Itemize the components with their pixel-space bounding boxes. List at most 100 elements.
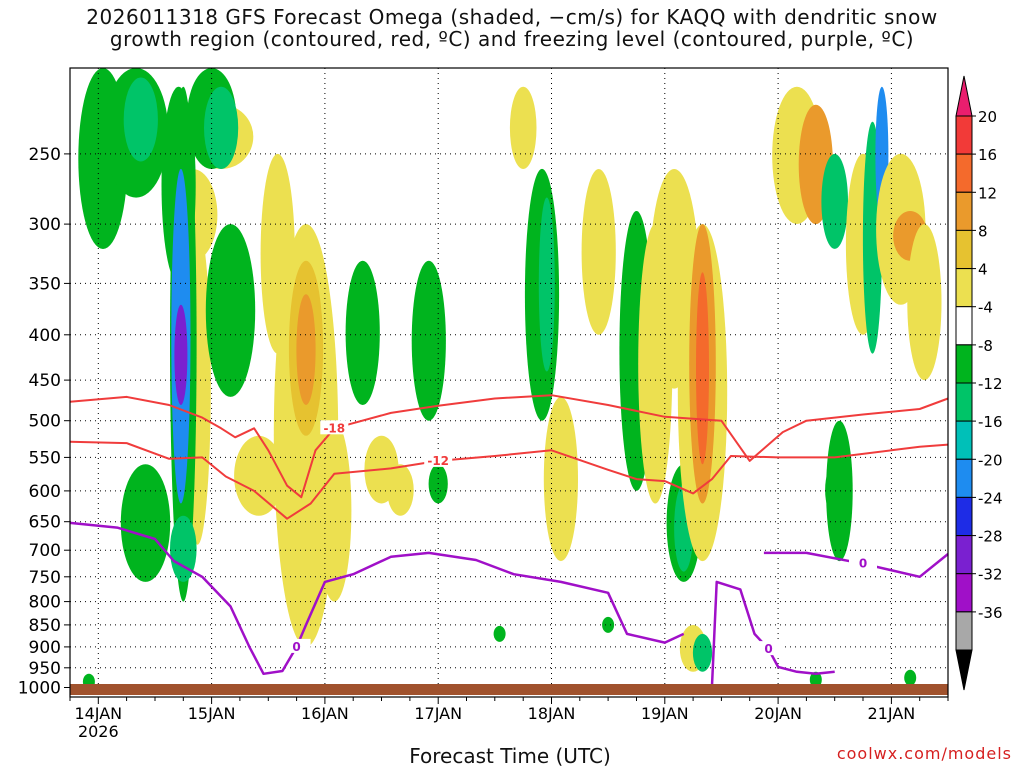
y-tick-label: 1000 [18,679,61,699]
chart-title: 2026011318 GFS Forecast Omega (shaded, −… [0,6,1024,50]
colorbar-box [955,153,973,193]
colorbar: 20 16 12 8 4 -4 -8 -12 -16 -20 -24 -28 -32 -36 [955,75,1003,691]
omega-shade-blob [387,464,414,516]
omega-shade-blob [602,616,615,633]
omega-shade-blob [821,153,848,249]
colorbar-bottom-arrow [955,649,973,691]
dgz-contour [69,394,949,499]
y-tick-label: 400 [29,326,61,346]
omega-shade-blob [696,272,709,465]
chart-title-line2: growth region (contoured, red, ºC) and f… [109,27,915,51]
x-year-label: 2026 [78,722,119,741]
colorbar-box [955,344,973,384]
chart-title-line1: 2026011318 GFS Forecast Omega (shaded, −… [86,5,938,29]
y-tick-label: 850 [29,616,61,636]
dgz-contour-label: -12 [427,454,449,468]
colorbar-box [955,420,973,460]
freezing-level-contour-label-bg [282,638,311,653]
colorbar-label: -8 [978,337,993,355]
omega-shade-blob [581,169,616,335]
freezing-level-contour-label: 0 [764,642,772,656]
colorbar-label: 4 [978,261,988,279]
colorbar-label: 12 [978,184,997,202]
omega-shade-blob [809,671,822,688]
colorbar-box [955,268,973,308]
y-tick-label: 600 [29,482,61,502]
omega-shade-blob [538,197,555,372]
omega-shade-blob [692,633,713,672]
omega-shade-blob [317,420,352,602]
y-tick-label: 250 [29,145,61,165]
x-tick-label: 18JAN [528,704,576,723]
colorbar-label: -20 [978,451,1003,469]
omega-shade-blob [345,260,380,405]
colorbar-label: -4 [978,299,993,317]
colorbar-label: -32 [978,566,1003,584]
omega-shade-blob [296,294,316,405]
omega-shade-blob [170,515,197,582]
dgz-contour [69,440,949,520]
x-tick-label: 21JAN [868,704,916,723]
y-tick-label: 550 [29,448,61,468]
y-tick-label: 350 [29,274,61,294]
x-tick-label: 17JAN [414,704,462,723]
contour-layer: -18 -12 0 0 0 [69,394,949,686]
colorbar-box [955,611,973,651]
y-tick-label: 700 [29,541,61,561]
colorbar-box [955,306,973,346]
colorbar-box [955,458,973,498]
omega-shade-blob [509,86,537,169]
freezing-level-contour-label-bg [754,641,783,656]
colorbar-box [955,535,973,575]
source-credit: coolwx.com/models [836,744,1012,763]
colorbar-label: -16 [978,413,1003,431]
omega-shade-blob [543,396,579,562]
colorbar-box [955,191,973,231]
x-axis-label: Forecast Time (UTC) [409,744,611,768]
x-tick-label: 14JAN [74,704,122,723]
colorbar-label: -24 [978,489,1003,507]
omega-shade-blob [825,464,845,516]
x-tick-label: 16JAN [301,704,349,723]
dgz-contour-label-bg [424,452,453,467]
dgz-contour-label-bg [320,420,349,435]
omega-shade-blob [120,464,171,582]
omega-shading-layer [78,68,942,690]
y-tick-label: 800 [29,593,61,613]
colorbar-box [955,496,973,536]
colorbar-box [955,382,973,422]
terrain-strip [70,684,948,695]
y-tick-label: 650 [29,513,61,533]
x-tick-label: 15JAN [188,704,236,723]
omega-shade-blob [123,77,158,162]
dgz-contour-label: -18 [323,421,345,435]
y-tick-label: 750 [29,568,61,588]
colorbar-label: 8 [978,222,988,240]
axes-layer: 2503003504004505005506006507007508008509… [18,145,949,741]
colorbar-label: -12 [978,375,1003,393]
freezing-level-contour-label: 0 [859,557,867,571]
omega-shade-blob [411,260,446,421]
colorbar-box [955,229,973,269]
y-tick-label: 900 [29,638,61,658]
colorbar-box [955,115,973,155]
colorbar-label: 16 [978,146,997,164]
colorbar-box [955,573,973,613]
colorbar-label: -28 [978,528,1003,546]
colorbar-top-arrow [955,75,973,117]
omega-shade-blob [204,86,239,169]
colorbar-label: -36 [978,604,1003,622]
freezing-level-contour [69,521,685,676]
freezing-level-contour-label-bg [849,555,877,570]
omega-shade-blob [493,625,506,642]
omega-shade-blob [174,304,188,405]
omega-shade-blob [904,669,917,686]
omega-shade-blob [907,224,942,381]
y-tick-label: 950 [29,659,61,679]
plot-frame [69,67,949,698]
colorbar-label: 20 [978,108,997,126]
y-tick-label: 500 [29,412,61,432]
x-tick-label: 20JAN [754,704,802,723]
y-tick-label: 450 [29,371,61,391]
